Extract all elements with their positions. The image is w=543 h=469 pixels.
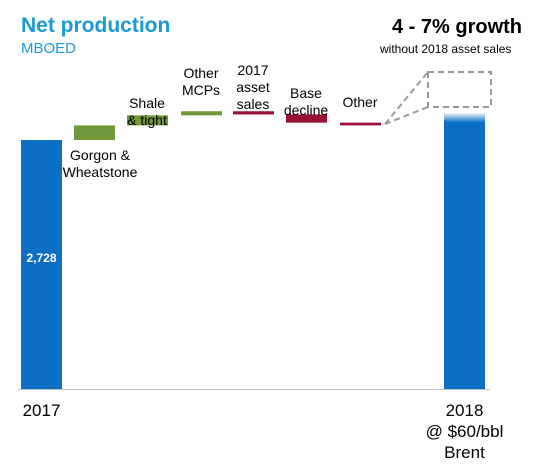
tick-label-2017: 2017 [23,401,61,420]
data-label-2017: 2,728 [26,251,56,265]
step-bar-3 [181,111,222,116]
step-label-asset-sales-line-3: sales [237,96,270,112]
step-label-asset-sales-line-2: asset [236,79,270,95]
step-bar-4 [233,111,274,115]
bar-2018 [444,122,485,390]
chart-subtitle: MBOED [21,40,77,57]
step-label-asset-sales-line-1: 2017 [237,62,268,78]
tick-label-2018-line-2: @ $60/bbl [426,422,504,441]
growth-note: without 2018 asset sales [380,42,512,56]
chart-title: Net production [21,14,171,37]
step-label-base-decline-line-1: Base [290,85,322,101]
bar-2018-range [444,112,485,123]
step-label-other-line-1: Other [342,94,377,110]
growth-callout-box [427,71,492,108]
tick-label-2018-line-3: Brent [444,443,485,462]
callout-line-bottom [384,106,429,125]
step-label-base-decline-line-2: decline [284,102,329,118]
step-bar-1 [74,125,115,140]
step-label-gorgon-wheatstone-line-1: Gorgon & [70,147,131,163]
step-label-shale-tight-line-2: & tight [127,112,167,128]
step-bar-5 [286,114,327,123]
step-label-gorgon-wheatstone-line-2: Wheatstone [63,164,138,180]
bar-2017 [21,140,62,389]
tick-label-2018-line-1: 2018 [446,401,484,420]
step-label-other-mcps-line-1: Other [183,65,218,81]
step-bar-2 [127,115,168,126]
callout-line-top [384,71,429,125]
step-bar-6 [340,122,381,126]
step-label-shale-tight-line-1: Shale [129,95,165,111]
growth-annotation: 4 - 7% growth [392,16,523,38]
step-label-other-mcps-line-2: MCPs [182,82,220,98]
